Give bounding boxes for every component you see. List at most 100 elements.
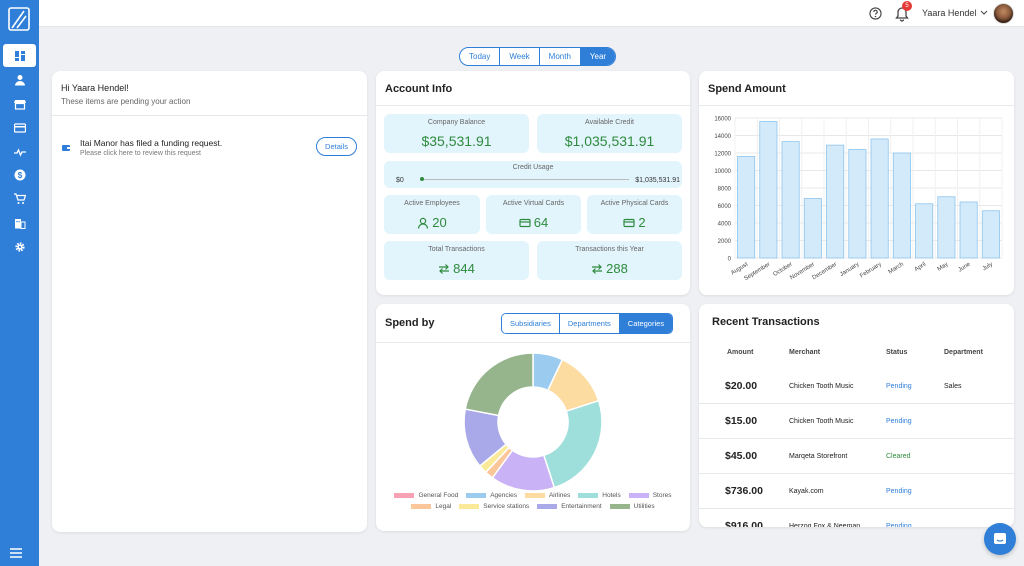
- legend-item[interactable]: Entertainment: [537, 503, 602, 510]
- transaction-merchant: Chicken Tooth Music: [789, 383, 854, 390]
- y-tick-label: 12000: [714, 152, 731, 158]
- chat-icon: [994, 533, 1006, 544]
- period-today[interactable]: Today: [460, 48, 501, 65]
- legend-item[interactable]: Stores: [628, 492, 672, 499]
- y-tick-label: 16000: [714, 117, 731, 123]
- bar-december[interactable]: [826, 144, 845, 259]
- card-title: Spend by: [385, 317, 435, 329]
- legend-label: Entertainment: [561, 503, 602, 510]
- transaction-merchant: Chicken Tooth Music: [789, 418, 854, 425]
- sidebar-item-credit-card[interactable]: [3, 116, 36, 139]
- sidebar-item-cart[interactable]: [3, 187, 36, 210]
- legend-swatch: [394, 493, 415, 498]
- bar-july[interactable]: [981, 210, 1000, 259]
- transaction-amount: $15.00: [725, 415, 758, 427]
- card-title: Spend Amount: [708, 83, 786, 95]
- chart-legend: General Food Agencies Airlines Hotels Stores…: [376, 492, 690, 510]
- transaction-department: Sales: [944, 383, 962, 390]
- transfer-icon: [439, 263, 450, 274]
- avatar[interactable]: [993, 3, 1014, 24]
- menu-icon[interactable]: [10, 548, 22, 558]
- dashboard-icon: [14, 50, 25, 61]
- tab-categories[interactable]: Categories: [619, 314, 673, 333]
- details-button[interactable]: Details: [316, 137, 357, 156]
- request-title[interactable]: Itai Manor has filed a funding request.: [80, 138, 223, 148]
- bar-november[interactable]: [803, 198, 822, 259]
- period-month[interactable]: Month: [540, 48, 581, 65]
- legend-swatch: [524, 493, 545, 498]
- tile-label: Active Physical Cards: [600, 200, 669, 207]
- legend-label: General Food: [418, 492, 459, 499]
- sidebar-item-building[interactable]: [3, 211, 36, 234]
- period-year[interactable]: Year: [580, 48, 616, 65]
- bar-june[interactable]: [959, 201, 978, 259]
- legend-item[interactable]: Legal: [411, 503, 451, 510]
- table-row[interactable]: $15.00 Chicken Tooth Music Pending: [699, 404, 1014, 439]
- card-title: Account Info: [385, 83, 453, 95]
- x-tick-label: April: [914, 262, 927, 273]
- sidebar-item-dollar[interactable]: $: [3, 163, 36, 186]
- bar-may[interactable]: [937, 196, 956, 259]
- table-row[interactable]: $736.00 Kayak.com Pending: [699, 474, 1014, 509]
- legend-swatch: [537, 504, 558, 509]
- bar-september[interactable]: [759, 121, 778, 259]
- sidebar-item-person[interactable]: [3, 68, 36, 91]
- spend-bar-chart: 0200040006000800010000120001400016000Aug…: [714, 117, 1003, 282]
- credit-card-icon: [13, 122, 26, 133]
- legend-swatch: [411, 504, 432, 509]
- legend-item[interactable]: Agencies: [466, 492, 517, 499]
- bar-august[interactable]: [737, 156, 756, 259]
- credit-usage-tile: Credit Usage $0 $1,035,531.91: [384, 161, 682, 188]
- bar-february[interactable]: [870, 138, 889, 259]
- legend-item[interactable]: General Food: [394, 492, 458, 499]
- status-badge: Cleared: [886, 453, 911, 460]
- company-balance-tile: Company Balance $35,531.91: [384, 114, 529, 153]
- sidebar-item-gear[interactable]: [3, 235, 36, 258]
- bar-march[interactable]: [892, 152, 911, 259]
- bar-april[interactable]: [915, 203, 934, 259]
- user-name[interactable]: Yaara Hendel: [922, 8, 977, 18]
- bar-january[interactable]: [848, 149, 867, 259]
- y-tick-label: 0: [728, 257, 732, 263]
- tile-value-row: 64: [486, 215, 581, 230]
- greeting: Hi Yaara Hendel!: [61, 83, 129, 93]
- usage-fill: [420, 177, 424, 181]
- help-icon[interactable]: [869, 7, 882, 20]
- table-row[interactable]: $20.00 Chicken Tooth Music Pending Sales: [699, 369, 1014, 404]
- slice-utilities[interactable]: [464, 352, 534, 417]
- active-physical-cards-tile: Active Physical Cards 2: [587, 195, 682, 234]
- sidebar-item-store[interactable]: [3, 92, 36, 115]
- spend-donut-chart: [463, 352, 603, 492]
- legend-swatch: [628, 493, 649, 498]
- tab-subsidiaries[interactable]: Subsidiaries: [502, 314, 560, 333]
- legend-item[interactable]: Utilities: [609, 503, 655, 510]
- table-row[interactable]: $45.00 Marqeta Storefront Cleared: [699, 439, 1014, 474]
- card-icon: [623, 218, 635, 227]
- legend-label: Legal: [435, 503, 452, 510]
- y-tick-label: 14000: [714, 134, 731, 140]
- legend-label: Utilities: [633, 503, 655, 510]
- table-row[interactable]: $916.00 Herzog Fox & Neeman Pending: [699, 509, 1014, 527]
- slice-hotels[interactable]: [542, 399, 603, 489]
- chevron-down-icon[interactable]: [980, 10, 988, 16]
- wallet-icon: [62, 145, 70, 151]
- sidebar-item-dashboard[interactable]: [3, 44, 36, 67]
- sidebar-item-activity[interactable]: [3, 140, 36, 163]
- tile-value-row: 288: [537, 261, 682, 276]
- tile-label: Company Balance: [427, 119, 486, 126]
- bar-october[interactable]: [781, 141, 800, 259]
- transaction-merchant: Herzog Fox & Neeman: [789, 523, 861, 527]
- chat-button[interactable]: [984, 523, 1016, 555]
- store-icon: [13, 99, 26, 110]
- column-header-status: Status: [886, 349, 908, 356]
- period-week[interactable]: Week: [500, 48, 540, 65]
- x-tick-label: July: [982, 262, 994, 273]
- request-subtitle: Please click here to review this request: [80, 150, 201, 157]
- legend-item[interactable]: Hotels: [578, 492, 621, 499]
- legend-swatch: [466, 493, 487, 498]
- legend-item[interactable]: Service stations: [459, 503, 529, 510]
- gear-icon: [14, 241, 25, 252]
- divider: [376, 105, 690, 106]
- tab-departments[interactable]: Departments: [559, 314, 620, 333]
- legend-item[interactable]: Airlines: [524, 492, 570, 499]
